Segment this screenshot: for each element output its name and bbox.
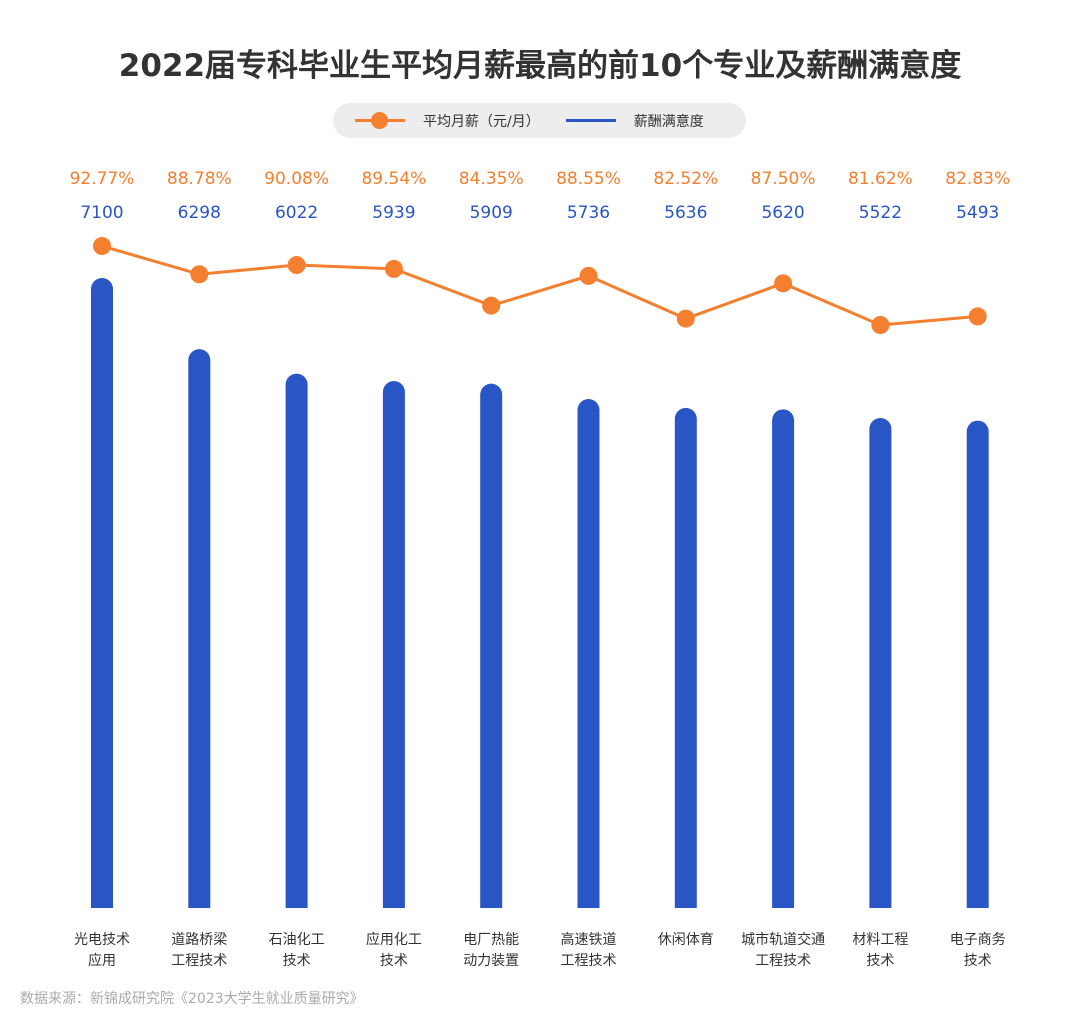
category-label: 动力装置: [463, 953, 519, 969]
category-label: 应用化工: [366, 931, 422, 948]
salary-line: [101, 244, 978, 327]
bar: [91, 278, 113, 908]
line-point: [482, 296, 501, 315]
category-label: 电子商务: [950, 932, 1006, 948]
category-label: 道路桥梁: [171, 932, 227, 948]
bar-data-label: 5522: [859, 203, 902, 223]
legend: 平均月薪（元/月） 薪酬满意度: [333, 103, 746, 138]
category-label: 技术: [283, 953, 311, 969]
category-label: 休闲体育: [658, 932, 714, 948]
line-point: [968, 307, 987, 326]
category-label: 技术: [866, 953, 894, 969]
category-label: 城市轨道交通: [741, 931, 825, 948]
line-point: [774, 274, 793, 293]
line-data-label: 89.54%: [361, 169, 426, 189]
bar: [674, 407, 697, 908]
line-data-label: 82.83%: [945, 169, 1010, 189]
bar-data-label: 5736: [567, 203, 610, 223]
bar-data-label: 5636: [664, 203, 707, 223]
category-label: 工程技术: [755, 953, 811, 969]
line-data-label: 81.62%: [848, 169, 913, 189]
category-label: 技术: [380, 953, 408, 969]
line-point: [384, 259, 403, 278]
source-note: 数据来源：新锦成研究院《2023大学生就业质量研究》: [20, 991, 364, 1007]
bar: [772, 409, 795, 908]
line-point: [579, 266, 598, 285]
bar-data-label: 5939: [372, 203, 415, 223]
category-label: 高速铁道: [561, 931, 617, 948]
bar-data-label: 7100: [80, 203, 123, 223]
category-label: 光电技术: [74, 932, 130, 948]
line-data-label: 87.50%: [751, 169, 816, 189]
line-data-label: 92.77%: [70, 169, 135, 189]
line-data-label: 88.78%: [167, 169, 232, 189]
line-data-label: 88.55%: [556, 169, 621, 189]
bar: [966, 420, 989, 908]
line-point: [287, 256, 306, 275]
line-data-label: 82.52%: [653, 169, 718, 189]
bar-data-label: 5909: [470, 203, 513, 223]
legend-label-satisfaction: 薪酬满意度: [633, 113, 704, 130]
category-label: 石油化工: [269, 932, 325, 948]
line-point: [676, 309, 695, 328]
bar-data-label: 5620: [761, 203, 804, 223]
line-data-label: 84.35%: [459, 169, 524, 189]
legend-line-icon: [355, 112, 405, 129]
legend-bar-icon: [565, 119, 616, 122]
bar: [869, 418, 892, 908]
category-label: 技术: [964, 953, 992, 969]
bar: [382, 381, 405, 909]
legend-label-salary: 平均月薪（元/月）: [423, 113, 540, 130]
line-data-label: 90.08%: [264, 169, 329, 189]
bar: [188, 349, 211, 908]
category-label: 工程技术: [171, 953, 227, 969]
bar-data-label: 5493: [956, 203, 999, 223]
category-label: 材料工程: [852, 932, 908, 948]
line-point: [871, 315, 890, 334]
bar-data-label: 6022: [275, 203, 318, 223]
line-point: [190, 265, 209, 284]
line-point: [93, 237, 111, 255]
chart-title: 2022届专科毕业生平均月薪最高的前10个专业及薪酬满意度: [118, 48, 962, 84]
category-label: 应用: [88, 952, 116, 969]
category-label: 电厂热能: [463, 932, 519, 948]
bar: [577, 399, 600, 908]
bar-data-label: 6298: [178, 203, 221, 223]
bar: [480, 383, 503, 908]
bar: [285, 373, 308, 908]
category-label: 工程技术: [561, 953, 617, 969]
